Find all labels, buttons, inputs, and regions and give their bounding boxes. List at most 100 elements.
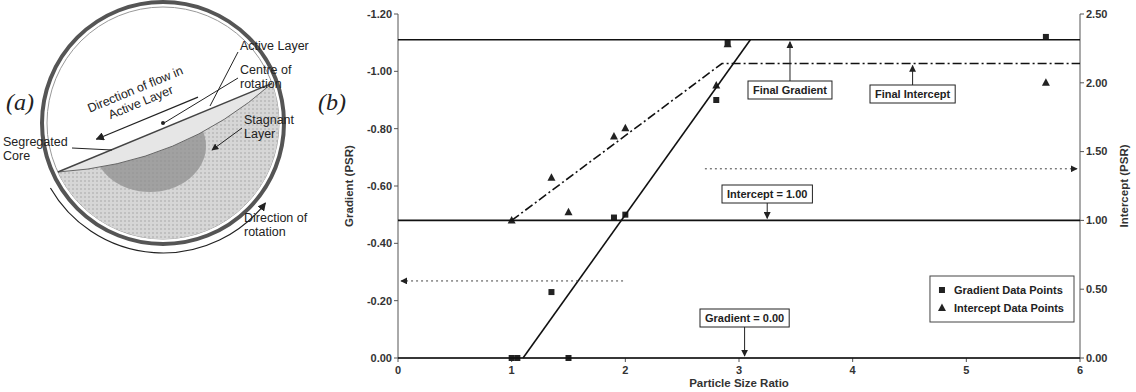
- y2-tick: [1080, 82, 1084, 83]
- legend-marker: [938, 304, 946, 312]
- figure: (a)Active LayerCentre ofrotationStagnant…: [0, 0, 1136, 392]
- annotation-box: [700, 309, 789, 327]
- data-group: [398, 34, 1080, 361]
- label-stagnant-line: Stagnant: [244, 113, 295, 127]
- fit-line: [512, 64, 1080, 221]
- centre-dot: [161, 121, 165, 125]
- label-centre-line: rotation: [240, 77, 282, 91]
- label-stagnant: StagnantLayer: [244, 113, 295, 141]
- fit-line: [398, 39, 1080, 41]
- y2-tick: [1080, 14, 1084, 15]
- y2-tick-label: 1.00: [1086, 214, 1107, 226]
- y-tick: [394, 14, 398, 15]
- label-centre-line: Centre of: [240, 63, 292, 77]
- legend: Gradient Data Points Intercept Data Point…: [930, 276, 1074, 322]
- x-axis: [398, 358, 1080, 359]
- y-tick-label: 0.00: [371, 352, 392, 364]
- square-point: [548, 289, 554, 295]
- y-tick: [394, 358, 398, 359]
- chart-panel: (b)01234560.00-0.20-0.40-0.60-0.80-1.00-…: [318, 8, 1130, 389]
- annotation-arrow: [912, 66, 913, 85]
- y2-tick-label: 2.50: [1086, 8, 1107, 20]
- fit-line: [398, 220, 1080, 222]
- label-core-line: Segregated: [3, 135, 68, 149]
- y2-tick: [1080, 289, 1084, 290]
- x-tick-label: 6: [1077, 364, 1083, 376]
- annotation-text: Final Gradient: [753, 84, 827, 96]
- legend-label: Intercept Data Points: [954, 302, 1064, 314]
- label-active-layer: Active Layer: [240, 39, 309, 53]
- y-axis-title: Gradient (PSR): [343, 145, 355, 227]
- y-tick-label: -0.40: [367, 237, 392, 249]
- label-stagnant-line: Layer: [244, 127, 275, 141]
- square-point: [713, 97, 719, 103]
- x-tick-label: 4: [850, 364, 857, 376]
- label-rotation-line: rotation: [244, 225, 286, 239]
- y2-tick: [1080, 151, 1084, 152]
- label-rotation: Direction ofrotation: [244, 211, 308, 239]
- y-tick-label: -1.00: [367, 65, 392, 77]
- y-tick: [394, 243, 398, 244]
- y-tick: [394, 128, 398, 129]
- y-tick: [394, 186, 398, 187]
- y2-tick-label: 0.50: [1086, 283, 1107, 295]
- annotation-text: Final Intercept: [875, 88, 951, 100]
- legend-label: Gradient Data Points: [954, 284, 1063, 296]
- y-tick-label: -1.20: [367, 8, 392, 20]
- x-tick-label: 0: [395, 364, 401, 376]
- panel-label: (b): [318, 89, 346, 115]
- y2-tick-label: 2.00: [1086, 77, 1107, 89]
- label-core: SegregatedCore: [3, 135, 68, 163]
- annotations: Final Gradient Final Intercept Intercept =…: [700, 42, 955, 356]
- annotation-text: Intercept = 1.00: [727, 188, 807, 200]
- y2-axis: [1080, 14, 1081, 358]
- legend-marker: [939, 287, 945, 293]
- x-axis-title: Particle Size Ratio: [689, 377, 789, 389]
- y2-tick: [1080, 220, 1084, 221]
- fit-line: [398, 357, 1080, 359]
- label-flow: Direction of flow inActive Layer: [85, 64, 190, 129]
- y2-axis-title: Intercept (PSR): [1118, 144, 1130, 227]
- label-core-line: Core: [3, 149, 30, 163]
- triangle-point: [1042, 78, 1050, 86]
- annotation-box: [748, 81, 832, 99]
- annotation-arrow: [789, 42, 790, 81]
- annotation-arrow: [767, 203, 768, 218]
- flow-group: Direction of flow inActive Layer: [82, 62, 198, 139]
- y-tick-label: -0.20: [367, 295, 392, 307]
- x-tick-label: 5: [963, 364, 969, 376]
- triangle-point: [724, 40, 732, 48]
- annotation-text: Gradient = 0.00: [705, 312, 784, 324]
- annotation-box: [722, 185, 812, 203]
- y-tick: [394, 300, 398, 301]
- rotation-arrow: [50, 188, 265, 253]
- y2-tick-label: 0.00: [1086, 352, 1107, 364]
- y-tick-label: -0.60: [367, 180, 392, 192]
- x-tick-label: 1: [509, 364, 515, 376]
- x-tick-label: 3: [736, 364, 742, 376]
- triangle-point: [547, 173, 555, 181]
- leader-core: [72, 148, 112, 150]
- leader-stagnant: [212, 128, 242, 150]
- intercept-axis-arrow: [705, 168, 1077, 169]
- panel-label: (a): [6, 89, 34, 115]
- diagram-panel: (a)Active LayerCentre ofrotationStagnant…: [3, 2, 309, 253]
- flow-arrow: [96, 97, 198, 139]
- active-boundary: [58, 83, 272, 172]
- label-rotation-line: Direction of: [244, 211, 308, 225]
- y-tick: [394, 71, 398, 72]
- leader-active: [210, 52, 238, 106]
- y2-tick: [1080, 358, 1084, 359]
- label-centre: Centre ofrotation: [240, 63, 292, 91]
- triangle-point: [565, 208, 573, 216]
- annotation-arrow: [744, 327, 745, 356]
- y2-tick-label: 1.50: [1086, 145, 1107, 157]
- leader-centre: [164, 78, 238, 123]
- bed-surface: [58, 83, 272, 172]
- x-tick-label: 2: [622, 364, 628, 376]
- triangle-point: [610, 132, 618, 140]
- label-flow-line: Active Layer: [106, 83, 175, 122]
- triangle-point: [621, 124, 629, 131]
- y-tick-label: -0.80: [367, 123, 392, 135]
- annotation-box: [870, 85, 955, 103]
